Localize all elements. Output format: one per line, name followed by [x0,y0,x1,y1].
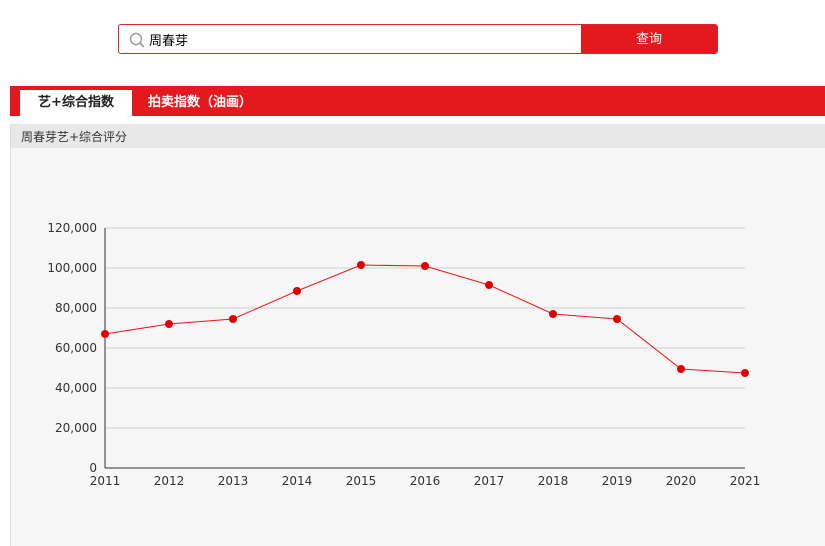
data-point [293,287,301,295]
data-point [165,320,173,328]
y-tick-label: 80,000 [55,301,97,315]
x-tick-label: 2016 [410,474,441,488]
data-point [485,281,493,289]
x-tick-label: 2013 [218,474,249,488]
x-tick-label: 2017 [474,474,505,488]
y-tick-label: 120,000 [47,221,97,235]
search-input[interactable] [149,28,579,50]
y-tick-label: 0 [89,461,97,475]
y-tick-label: 20,000 [55,421,97,435]
data-point [101,330,109,338]
y-tick-label: 100,000 [47,261,97,275]
data-point [549,310,557,318]
data-point [613,315,621,323]
panel-title: 周春芽艺+综合评分 [21,130,128,144]
x-tick-label: 2014 [282,474,313,488]
data-point [677,365,685,373]
search-button[interactable]: 查询 [581,25,717,53]
x-tick-label: 2021 [730,474,761,488]
y-tick-label: 60,000 [55,341,97,355]
data-point [421,262,429,270]
x-tick-label: 2012 [154,474,185,488]
data-point [357,261,365,269]
x-tick-label: 2015 [346,474,377,488]
tab-composite-index[interactable]: 艺+综合指数 [20,90,132,116]
x-tick-label: 2020 [666,474,697,488]
x-tick-label: 2011 [90,474,121,488]
search-icon [129,32,145,48]
panel-header: 周春芽艺+综合评分 [10,124,825,148]
x-tick-label: 2018 [538,474,569,488]
y-tick-label: 40,000 [55,381,97,395]
tab-bar: 艺+综合指数 拍卖指数（油画） [10,86,825,116]
x-tick-label: 2019 [602,474,633,488]
line-chart: 0 20,000 40,000 60,000 80,000 100,000 120,000 2… [47,221,761,488]
data-point [229,315,237,323]
search-bar: 查询 [118,24,718,54]
chart-panel [10,148,825,546]
tab-auction-index[interactable]: 拍卖指数（油画） [147,95,252,110]
series-line [104,264,746,374]
data-point [741,369,749,377]
